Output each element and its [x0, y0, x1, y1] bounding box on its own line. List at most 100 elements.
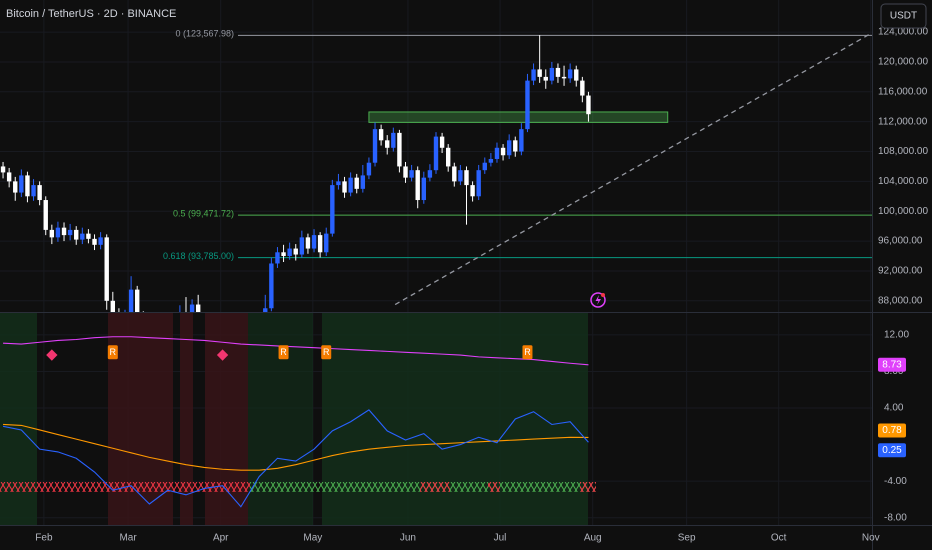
shade-red	[205, 313, 248, 525]
indicator-line	[2, 409, 589, 508]
y-tick-label: 120,000.00	[878, 57, 928, 68]
signal-label: R	[323, 347, 330, 357]
candle-body	[360, 175, 366, 189]
candle-body	[537, 69, 542, 77]
candle-body	[74, 229, 79, 240]
x-tick-label: Jul	[494, 533, 507, 544]
last-value-badge	[878, 443, 906, 458]
axes: Feb Mar Apr May Jun Jul Aug Sep Oct Nov 124,000.00…	[35, 27, 928, 544]
candle-body	[397, 132, 402, 167]
candle-body	[110, 300, 116, 312]
candle-body	[37, 185, 42, 201]
diamond-marker	[216, 349, 229, 361]
signal-badge	[522, 345, 533, 360]
signal-label: R	[280, 347, 287, 357]
shade-green	[322, 313, 588, 525]
candle-body	[458, 170, 463, 182]
candle-body	[275, 252, 280, 264]
candle-body	[98, 237, 103, 245]
x-tick-label: Mar	[119, 533, 137, 544]
candle-body	[482, 162, 487, 171]
candle-body	[281, 252, 286, 257]
candle-body	[293, 248, 298, 255]
diamond-marker	[46, 349, 58, 361]
candle-body	[476, 170, 481, 197]
candle-body	[470, 185, 475, 197]
candle-body	[55, 227, 61, 238]
last-value-label: 0.78	[882, 425, 902, 436]
zone	[368, 111, 669, 123]
alert-icon	[590, 292, 606, 308]
candle-body	[49, 229, 55, 238]
y-tick-label: 108,000.00	[878, 146, 928, 157]
signal-badge	[278, 345, 289, 360]
x-tick-label: Jun	[400, 533, 416, 544]
y-tick-label: 116,000.00	[878, 86, 928, 97]
candle-body	[13, 181, 18, 193]
candle-body	[580, 80, 585, 96]
candle-body	[525, 80, 530, 130]
y2-tick-label: -8.00	[884, 512, 907, 523]
candle-body	[549, 67, 555, 81]
candle-body	[555, 67, 561, 77]
candle-body	[574, 69, 579, 81]
last-value-label: 0.25	[882, 445, 902, 456]
y-tick-label: 96,000.00	[878, 236, 923, 247]
indicator-line	[3, 336, 589, 366]
candle-body	[567, 69, 573, 79]
signal-row-red	[580, 482, 596, 492]
candle-body	[366, 162, 372, 176]
candle-body	[519, 129, 524, 152]
candle-body	[135, 289, 140, 312]
candle-body	[561, 76, 567, 79]
candle-body	[61, 227, 67, 236]
x-tick-label: Oct	[771, 533, 787, 544]
candle-body	[263, 308, 268, 312]
candle-body	[464, 170, 469, 186]
candle-body	[189, 304, 195, 312]
shade-red	[180, 313, 193, 525]
candle-body	[500, 147, 506, 156]
candle-body	[403, 166, 408, 178]
shade-green	[0, 313, 37, 525]
candle-body	[506, 140, 512, 156]
candle-body	[67, 229, 73, 236]
candle-body	[348, 177, 353, 193]
candle-body	[372, 129, 378, 163]
candle-body	[513, 140, 518, 152]
y-tick-label: 100,000.00	[878, 206, 928, 217]
signal-label: R	[524, 347, 531, 357]
fib-label: 0.5 (99,471.72)	[173, 209, 234, 219]
candle-body	[19, 175, 24, 193]
candle-body	[31, 185, 36, 197]
x-tick-label: Aug	[584, 533, 602, 544]
candle-body	[531, 69, 536, 81]
x-tick-label: Nov	[862, 533, 880, 544]
y-tick-label: 92,000.00	[878, 266, 923, 277]
candle-body	[86, 233, 91, 239]
y2-tick-label: -4.00	[884, 476, 907, 487]
y-tick-label: 88,000.00	[878, 295, 923, 306]
fib-label: 0.618 (93,785.00)	[163, 251, 234, 261]
candle-body	[354, 177, 359, 189]
candle-body	[488, 158, 494, 163]
x-tick-label: May	[303, 533, 322, 544]
candle-body	[128, 289, 134, 312]
currency-button[interactable]	[880, 3, 927, 29]
candle-body	[421, 177, 427, 201]
candle-body	[43, 200, 48, 230]
symbol-title: Bitcoin / TetherUS · 2D · BINANCE	[6, 8, 176, 20]
candle-body	[336, 181, 341, 186]
signal-row-red	[488, 482, 500, 492]
candle-body	[378, 129, 384, 141]
fib-label: 0 (123,567.98)	[175, 29, 234, 39]
currency-label[interactable]: USDT	[890, 11, 917, 22]
candle-body	[586, 95, 591, 115]
y-tick-label: 124,000.00	[878, 27, 928, 38]
candle-body	[305, 237, 311, 249]
trendline	[394, 32, 872, 306]
candle-body	[452, 166, 457, 182]
last-value-badge	[878, 357, 906, 372]
candle-body	[92, 238, 97, 245]
